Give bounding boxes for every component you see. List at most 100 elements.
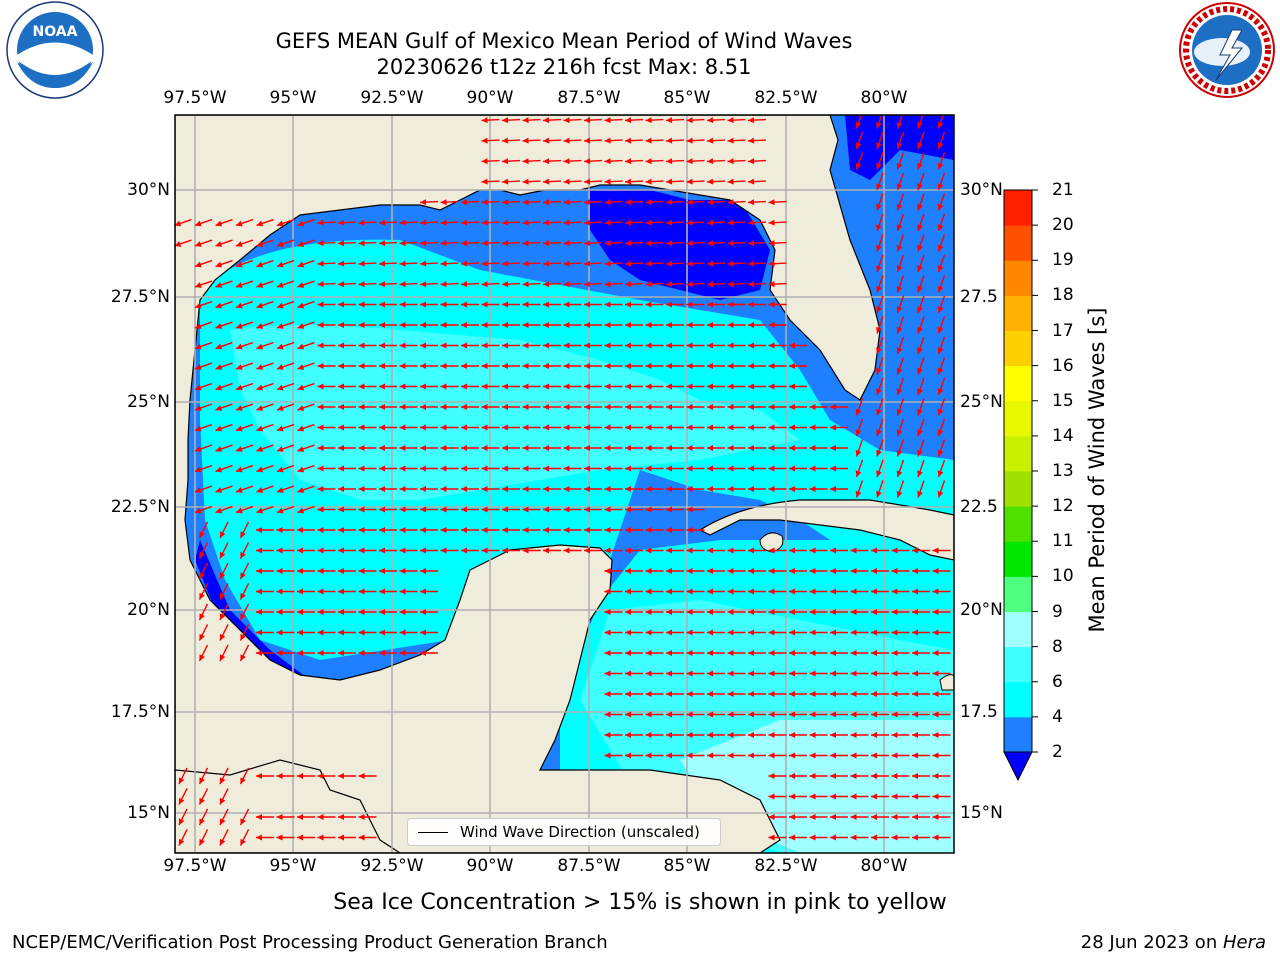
wave-direction-arrowhead [917, 326, 923, 334]
wave-direction-arrowhead [297, 302, 305, 309]
colorbar-tick-label: 10 [1052, 566, 1074, 587]
wave-direction-arrowhead [871, 793, 877, 800]
colorbar-segment [1004, 611, 1032, 648]
wave-direction-arrowhead [338, 424, 344, 431]
wave-direction-arrowhead [297, 487, 305, 493]
wave-direction-arrowhead [830, 711, 836, 718]
wave-direction-arrowhead [645, 445, 652, 451]
wave-direction-arrowhead [317, 383, 324, 390]
wave-direction-arrowhead [625, 137, 632, 144]
wave-direction-arrowhead [686, 486, 693, 492]
wave-direction-arrowhead [543, 404, 549, 410]
wave-direction-arrowhead [686, 506, 693, 513]
wave-direction-arrowhead [917, 121, 923, 129]
wave-direction-arrowhead [277, 343, 284, 350]
wave-direction-arrowhead [604, 424, 611, 431]
machine-name: Hera [1222, 932, 1266, 953]
wave-direction-arrowhead [830, 445, 836, 451]
wave-direction-arrowhead [461, 342, 467, 349]
wave-direction-arrowhead [625, 322, 631, 328]
wave-direction-arrowhead [666, 383, 672, 390]
wave-direction-arrowhead [317, 445, 324, 451]
wave-direction-arrowhead [768, 773, 775, 779]
wave-direction-arrowhead [666, 568, 672, 574]
wave-direction-arrowhead [876, 429, 882, 436]
wave-direction-arrowhead [937, 470, 944, 477]
wave-direction-arrowhead [727, 260, 734, 267]
wave-direction-arrowhead [932, 588, 939, 595]
lat-label-left: 17.5°N [110, 702, 170, 722]
wave-direction-arrowhead [686, 404, 693, 410]
wave-direction-arrowhead [358, 260, 365, 267]
colorbar-tick-label: 8 [1052, 636, 1063, 657]
wave-direction-arrowhead [876, 490, 882, 498]
wave-direction-arrowhead [645, 547, 652, 554]
wave-direction-arrowhead [707, 445, 713, 451]
wave-direction-arrowhead [645, 424, 652, 431]
wave-direction-arrowhead [256, 629, 262, 636]
wave-direction-arrowhead [297, 241, 305, 247]
wave-direction-arrowhead [932, 609, 939, 615]
wave-direction-arrowhead [666, 281, 673, 288]
lon-label-bottom: 80°W [860, 856, 908, 876]
wave-direction-arrowhead [830, 670, 836, 677]
colorbar-segment [1004, 646, 1032, 683]
legend-label: Wind Wave Direction (unscaled) [460, 823, 700, 841]
wave-direction-arrowhead [440, 342, 447, 349]
wave-direction-arrowhead [563, 342, 570, 349]
wave-direction-arrowhead [789, 383, 795, 390]
wave-direction-arrowhead [645, 691, 652, 697]
wave-direction-arrowhead [876, 326, 882, 334]
lon-label-top: 82.5°W [754, 88, 818, 108]
wave-direction-arrowhead [727, 322, 734, 328]
wave-direction-arrowhead [789, 547, 795, 554]
wave-direction-arrowhead [850, 732, 857, 738]
wave-direction-arrowhead [502, 383, 508, 390]
wave-direction-arrowhead [645, 137, 652, 144]
wave-direction-arrowhead [256, 588, 262, 595]
wave-direction-arrowhead [236, 241, 243, 247]
wave-direction-arrowhead [195, 466, 202, 473]
wave-direction-arrowhead [399, 219, 406, 226]
wave-direction-arrowhead [666, 342, 672, 349]
wave-direction-arrowhead [727, 424, 734, 431]
wave-direction-arrowhead [850, 568, 857, 574]
wave-direction-arrowhead [338, 363, 344, 369]
wave-direction-arrowhead [937, 224, 944, 231]
wave-direction-arrowhead [789, 486, 795, 492]
wave-direction-arrowhead [277, 261, 284, 268]
wave-direction-arrowhead [707, 588, 713, 595]
wave-direction-arrowhead [420, 424, 426, 431]
wave-direction-arrowhead [317, 363, 324, 369]
wave-direction-arrowhead [932, 650, 939, 656]
wave-direction-arrowhead [399, 260, 406, 267]
wave-direction-arrowhead [481, 383, 488, 390]
wave-direction-arrowhead [563, 506, 570, 513]
wave-direction-arrowhead [768, 793, 775, 800]
wave-direction-arrowhead [604, 219, 611, 226]
wave-direction-arrowhead [727, 445, 734, 451]
wave-direction-arrowhead [850, 814, 857, 820]
wave-direction-arrowhead [399, 445, 406, 451]
wave-direction-arrowhead [912, 609, 918, 615]
wave-direction-arrowhead [563, 424, 570, 431]
wave-direction-arrowhead [830, 404, 836, 410]
wave-direction-arrowhead [932, 691, 939, 697]
wave-direction-arrowhead [481, 547, 488, 554]
wave-direction-arrowhead [199, 572, 205, 580]
colorbar-tick-label: 2 [1052, 742, 1063, 762]
wave-direction-arrowhead [195, 343, 202, 350]
wave-direction-arrowhead [420, 322, 426, 328]
wave-direction-arrowhead [563, 219, 570, 226]
wave-direction-arrowhead [256, 814, 262, 820]
wave-direction-arrowhead [277, 282, 284, 288]
wave-direction-arrowhead [748, 199, 755, 206]
noaa-logo-text: NOAA [33, 24, 78, 40]
wave-direction-arrowhead [219, 633, 226, 641]
wave-direction-arrowhead [358, 588, 365, 595]
wave-direction-arrowhead [625, 629, 631, 636]
wave-direction-arrowhead [707, 732, 713, 738]
wave-direction-arrowhead [809, 629, 816, 636]
wave-direction-arrowhead [317, 814, 324, 820]
wave-direction-arrowhead [481, 424, 488, 431]
